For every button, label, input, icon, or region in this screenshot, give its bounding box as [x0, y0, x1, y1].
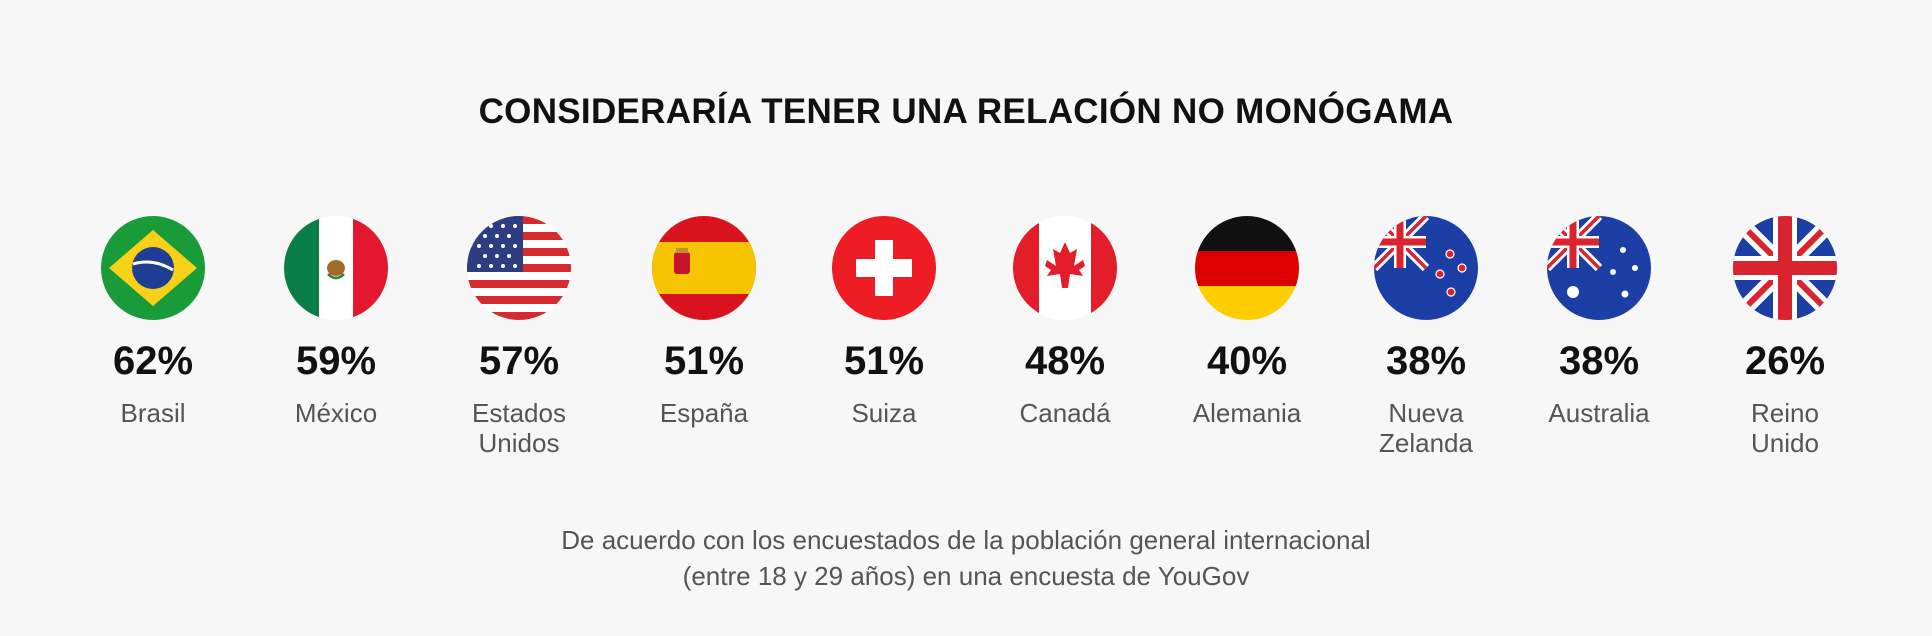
australia-flag-icon	[1547, 216, 1651, 320]
country-label: Nueva Zelanda	[1379, 398, 1473, 458]
country-spain: 51% España	[614, 216, 794, 428]
country-mexico: 59% México	[246, 216, 426, 428]
new-zealand-flag-icon	[1374, 216, 1478, 320]
country-label: Suiza	[851, 398, 917, 428]
value-label: 40%	[1206, 339, 1288, 383]
country-label: México	[294, 398, 378, 428]
country-label: Reino Unido	[1751, 398, 1819, 458]
value-label: 62%	[112, 339, 194, 383]
value-label: 57%	[478, 339, 560, 383]
country-label: Canadá	[1019, 398, 1111, 428]
mexico-flag-icon	[284, 216, 388, 320]
value-label: 38%	[1385, 339, 1467, 383]
chart-title: CONSIDERARÍA TENER UNA RELACIÓN NO MONÓG…	[478, 92, 1454, 131]
germany-flag-icon	[1195, 216, 1299, 320]
country-usa: 57% Estados Unidos	[429, 216, 609, 458]
uk-flag-icon	[1733, 216, 1837, 320]
value-label: 51%	[663, 339, 745, 383]
country-brazil: 62% Brasil	[63, 216, 243, 428]
country-canada: 48% Canadá	[975, 216, 1155, 428]
country-uk: 26% Reino Unido	[1695, 216, 1875, 458]
country-new-zealand: 38% Nueva Zelanda	[1336, 216, 1516, 458]
country-label: Estados Unidos	[472, 398, 566, 458]
country-germany: 40% Alemania	[1157, 216, 1337, 428]
footnote: De acuerdo con los encuestados de la pob…	[0, 522, 1932, 594]
value-label: 38%	[1558, 339, 1640, 383]
switzerland-flag-icon	[832, 216, 936, 320]
country-switzerland: 51% Suiza	[794, 216, 974, 428]
value-label: 48%	[1024, 339, 1106, 383]
value-label: 26%	[1744, 339, 1826, 383]
country-label: Australia	[1548, 398, 1650, 428]
usa-flag-icon	[467, 216, 571, 320]
spain-flag-icon	[652, 216, 756, 320]
value-label: 59%	[295, 339, 377, 383]
footnote-line-2: (entre 18 y 29 años) en una encuesta de …	[682, 561, 1250, 591]
canada-flag-icon	[1013, 216, 1117, 320]
value-label: 51%	[843, 339, 925, 383]
footnote-line-1: De acuerdo con los encuestados de la pob…	[561, 525, 1371, 555]
country-australia: 38% Australia	[1509, 216, 1689, 428]
country-label: Brasil	[120, 398, 186, 428]
brazil-flag-icon	[101, 216, 205, 320]
country-label: Alemania	[1192, 398, 1302, 428]
country-label: España	[659, 398, 749, 428]
